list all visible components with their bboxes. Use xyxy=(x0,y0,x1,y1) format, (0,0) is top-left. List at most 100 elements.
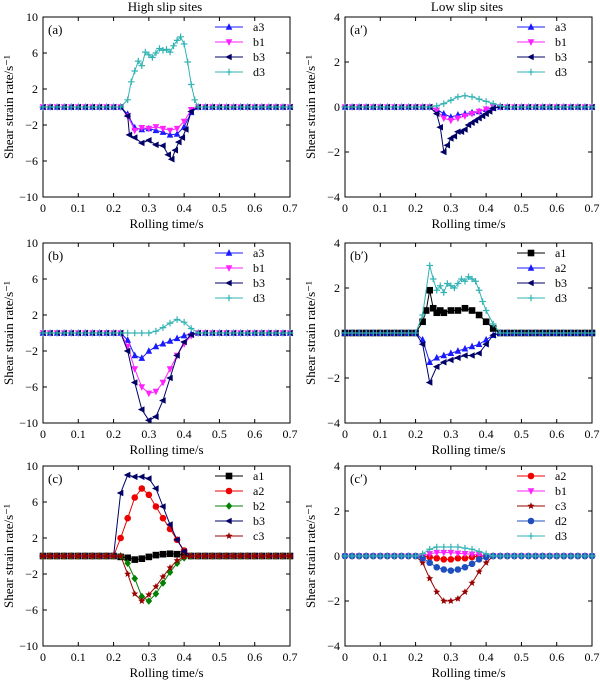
data-point-d3 xyxy=(447,543,455,551)
y-tick-label: −2 xyxy=(25,344,38,358)
data-point-d3 xyxy=(475,95,483,103)
panel-c: 0 0.1 0.2 0.3 0.4 0.5 0.6 0.7 10 6 2 −2 −6 −10 Rolling… xyxy=(1,459,298,680)
series-line-b3 xyxy=(345,332,592,385)
data-point-d3 xyxy=(496,552,504,560)
y-tick-label: 10 xyxy=(26,459,38,473)
data-point-a1 xyxy=(138,555,146,562)
data-point-a2 xyxy=(138,485,146,492)
data-point-d3 xyxy=(124,329,131,337)
data-point-d3 xyxy=(433,286,441,294)
data-point-a3 xyxy=(138,354,146,361)
x-tick-label: 0.1 xyxy=(71,201,86,215)
data-point-d3 xyxy=(511,552,518,560)
data-point-d3 xyxy=(458,275,465,283)
x-axis-title: Rolling time/s xyxy=(431,216,505,231)
data-point-d3 xyxy=(82,103,89,111)
data-point-d3 xyxy=(209,329,216,337)
legend-label-d3: d3 xyxy=(555,529,567,543)
data-point-d3 xyxy=(170,42,177,50)
y-axis-title: Shear strain rate/s⁻¹ xyxy=(303,55,318,159)
x-tick-label: 0 xyxy=(342,427,348,441)
data-point-d3 xyxy=(391,329,398,337)
data-point-b3 xyxy=(468,352,475,359)
data-point-a2 xyxy=(426,358,433,365)
data-point-a2 xyxy=(124,514,131,522)
data-point-b1 xyxy=(131,127,139,135)
data-point-c3 xyxy=(159,573,167,580)
y-tick-label: 6 xyxy=(32,46,38,60)
legend-label-b1: b1 xyxy=(555,484,567,498)
data-point-b1 xyxy=(166,127,174,135)
legend-label-d3: d3 xyxy=(555,65,567,79)
series-d3 xyxy=(341,262,596,337)
data-point-b3 xyxy=(432,363,440,371)
data-point-d3 xyxy=(475,286,483,294)
data-point-d3 xyxy=(504,329,511,337)
data-point-b1 xyxy=(468,551,476,559)
data-point-d3 xyxy=(166,319,174,327)
data-point-d2 xyxy=(426,559,433,567)
data-point-d2 xyxy=(433,563,441,571)
data-point-c3 xyxy=(201,552,209,559)
data-point-b3 xyxy=(187,331,194,339)
data-point-d3 xyxy=(405,329,412,337)
panel-b: 0 0.1 0.2 0.3 0.4 0.5 0.6 0.7 10 6 2 −2 −6 −10 Rolling… xyxy=(1,236,298,457)
data-point-d3 xyxy=(149,54,156,61)
data-point-b3 xyxy=(164,151,171,158)
data-point-c3 xyxy=(258,552,266,559)
data-point-a2 xyxy=(117,534,124,542)
data-point-c3 xyxy=(166,564,174,571)
data-point-d3 xyxy=(518,552,525,560)
x-tick-label: 0.7 xyxy=(585,650,600,664)
data-point-b3 xyxy=(425,379,433,386)
data-point-c3 xyxy=(194,552,202,559)
data-point-a3 xyxy=(180,331,188,339)
data-point-d3 xyxy=(384,329,391,337)
data-point-a2 xyxy=(433,554,441,562)
data-point-b3 xyxy=(187,108,194,115)
data-point-d3 xyxy=(209,103,216,111)
y-tick-label: −2 xyxy=(25,118,38,132)
data-point-d3 xyxy=(194,103,202,111)
data-point-d3 xyxy=(117,329,124,337)
legend-marker-a3 xyxy=(527,23,535,30)
data-point-d3 xyxy=(138,62,146,69)
data-point-d3 xyxy=(546,329,553,337)
y-tick-label: 2 xyxy=(334,281,340,295)
y-tick-label: −4 xyxy=(327,639,340,653)
data-point-a1 xyxy=(145,553,153,561)
y-tick-label: −10 xyxy=(19,639,38,653)
data-point-b3 xyxy=(166,374,173,382)
data-point-a3 xyxy=(152,342,160,350)
data-point-d3 xyxy=(539,329,546,337)
data-point-d3 xyxy=(468,545,476,553)
data-point-c3 xyxy=(53,552,61,559)
data-point-d3 xyxy=(405,103,412,111)
x-axis-title: Rolling time/s xyxy=(129,665,203,680)
legend-marker-b1 xyxy=(527,488,535,495)
data-point-d3 xyxy=(103,329,110,337)
x-tick-label: 0.1 xyxy=(373,201,388,215)
column-title-low-slip: Low slip sites xyxy=(431,0,503,14)
x-tick-label: 0.5 xyxy=(514,201,529,215)
data-point-b3 xyxy=(173,536,180,544)
legend-label-a2: a2 xyxy=(555,469,566,483)
legend-label-a2: a2 xyxy=(253,484,264,498)
data-point-a1 xyxy=(454,307,462,314)
data-point-a1 xyxy=(429,304,437,312)
data-point-d3 xyxy=(96,329,103,337)
x-tick-label: 0.6 xyxy=(247,427,262,441)
y-tick-label: 0 xyxy=(334,549,340,563)
data-point-d3 xyxy=(286,329,294,337)
data-point-a1 xyxy=(447,307,455,314)
data-point-b3 xyxy=(137,473,145,481)
legend-marker-d3 xyxy=(225,68,233,76)
data-point-d3 xyxy=(496,329,504,337)
data-point-b3 xyxy=(167,155,175,163)
data-point-b1 xyxy=(138,125,146,132)
y-tick-label: 4 xyxy=(334,459,340,473)
data-point-b3 xyxy=(152,141,159,149)
data-point-d3 xyxy=(440,289,448,296)
data-point-d3 xyxy=(419,550,426,558)
data-point-a1 xyxy=(159,550,167,558)
